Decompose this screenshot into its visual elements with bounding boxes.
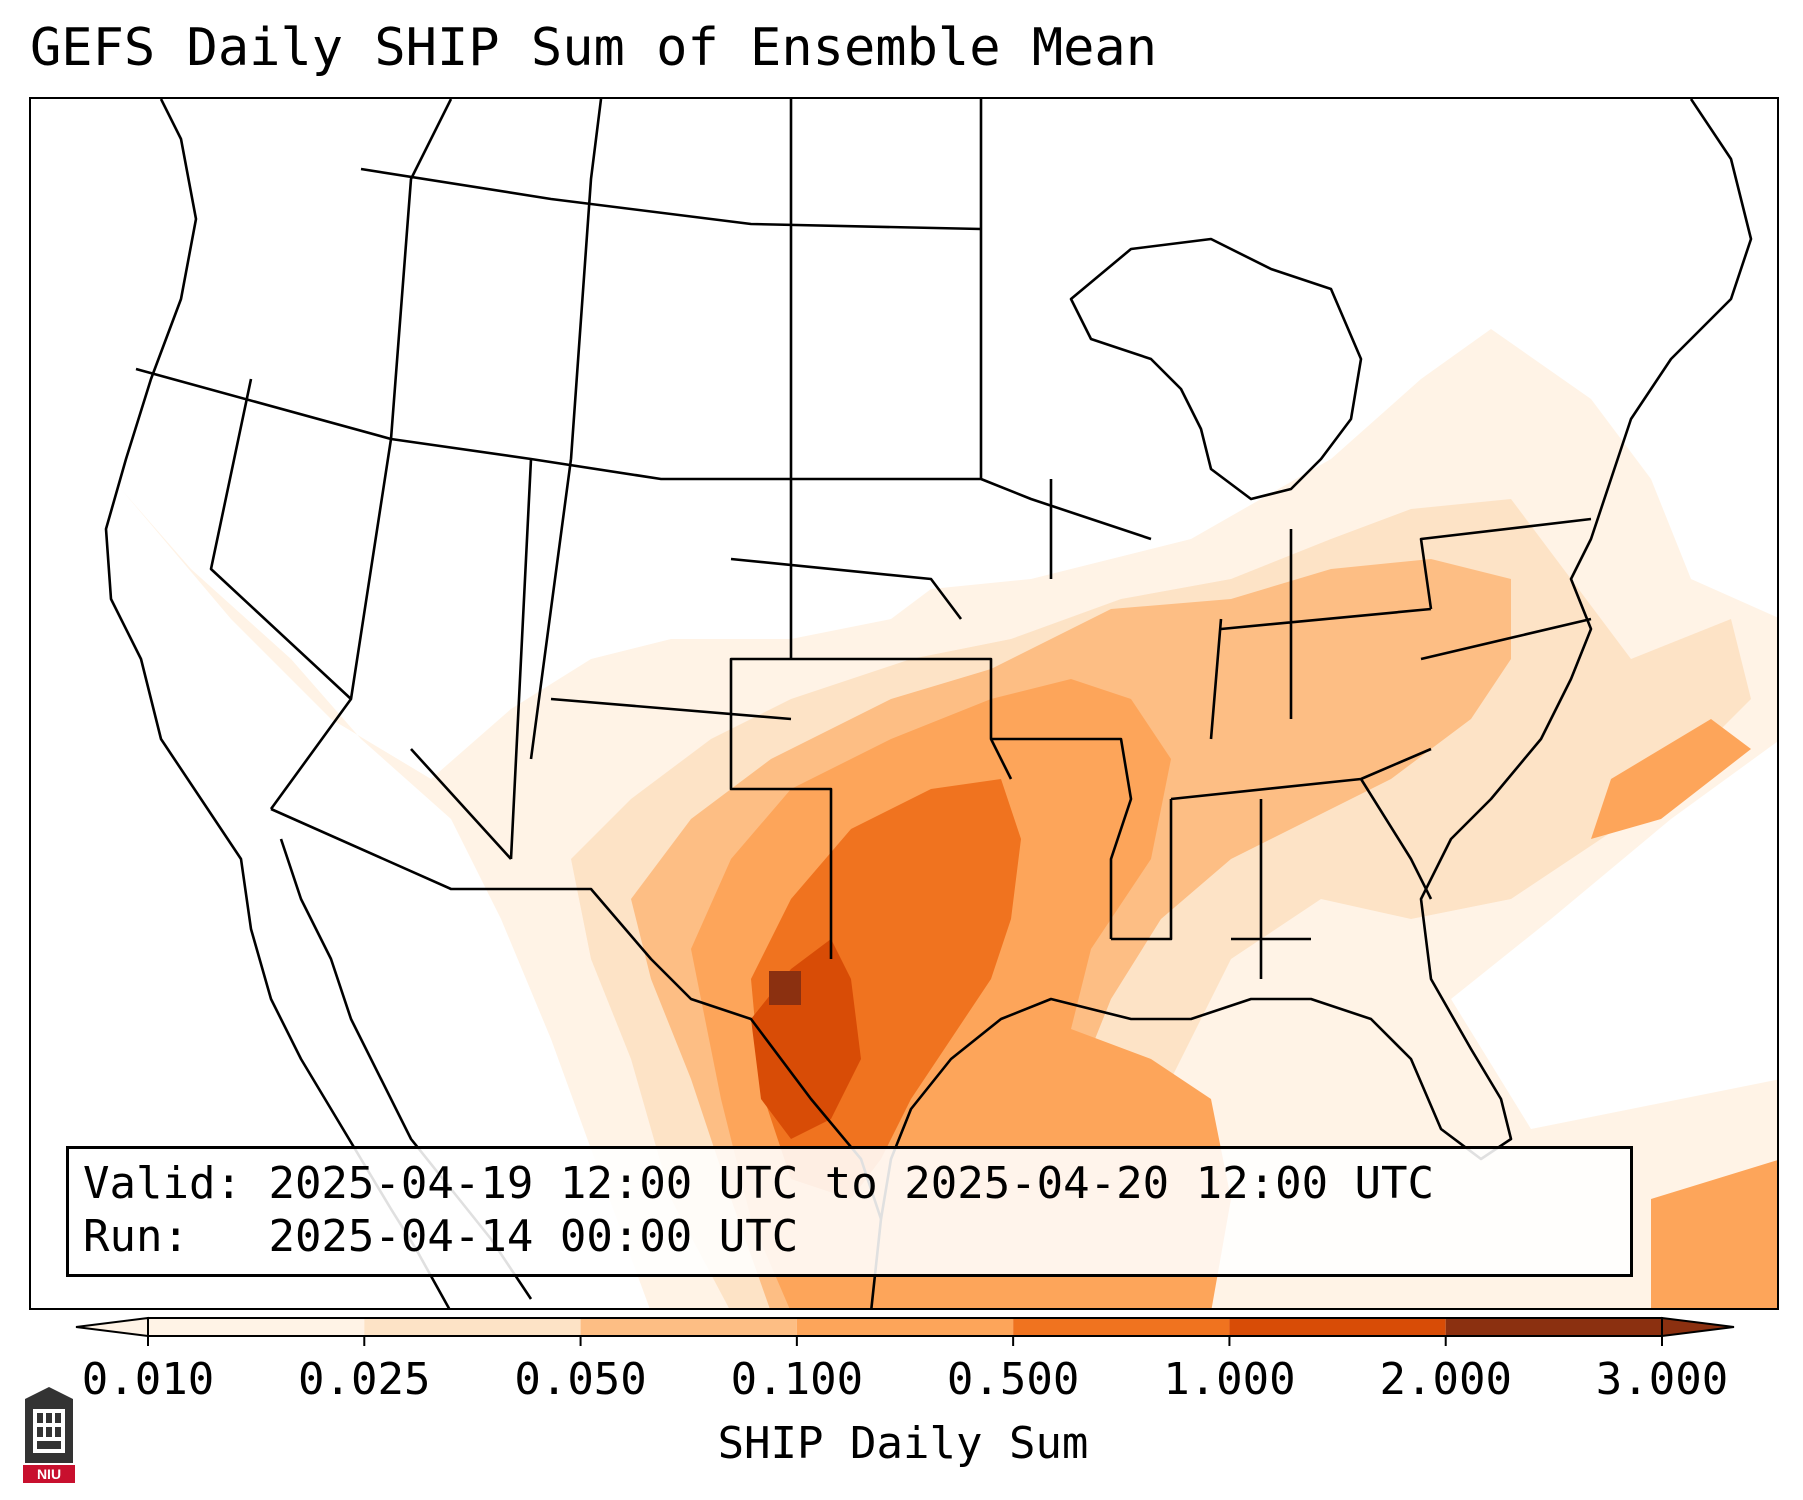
canada-prov-1 [389,99,453,440]
ship-level-0100-caribbean [1651,1160,1777,1308]
colorbar-segment [1445,1318,1662,1336]
us-mexico-border [270,807,883,1220]
run-label: Run: [83,1211,189,1262]
map-canvas [104,99,1777,1308]
colorbar-segment [148,1318,365,1336]
great-lakes [1069,237,1363,501]
east-coast [870,99,1753,1308]
colorbar-tick-label: 3.000 [1595,1354,1729,1405]
colorbar-tick-label: 0.050 [514,1354,647,1405]
colorbar-segment [364,1318,581,1336]
map-panel [29,97,1779,1310]
run-line: Run: 2025-04-14 00:00 UTC [83,1210,1616,1263]
valid-label: Valid: [83,1158,242,1209]
colorbar-tick-label: 1.000 [1163,1354,1296,1405]
colorbar-segment [796,1318,1014,1336]
ship-level-0100-atlantic [1591,719,1751,839]
svg-text:NIU: NIU [37,1466,61,1482]
ship-level-2000 [769,971,801,1005]
map-title: GEFS Daily SHIP Sum of Ensemble Mean [30,18,1158,78]
colorbar-segments [75,1316,1735,1338]
canada-top [360,167,982,231]
colorbar-label: SHIP Daily Sum [717,1418,1089,1469]
colorbar-tick-label: 2.000 [1379,1354,1512,1405]
valid-run-box: Valid: 2025-04-19 12:00 UTC to 2025-04-2… [66,1146,1633,1277]
colorbar-tick-label: 0.100 [730,1354,864,1405]
state-lines [209,378,1592,979]
colorbar-segment [580,1318,797,1336]
canada-prov-2 [569,99,603,460]
colorbar-ticks [147,1336,1663,1346]
us-canada-border [135,367,1152,541]
west-coast [104,99,451,1308]
valid-line: Valid: 2025-04-19 12:00 UTC to 2025-04-2… [83,1157,1616,1210]
niu-logo: NIU [23,1387,75,1483]
run-value: 2025-04-14 00:00 UTC [268,1211,799,1262]
colorbar-tick-label: 0.025 [298,1354,431,1405]
colorbar-tick-label: 0.500 [946,1354,1080,1405]
colorbar-segment [1013,1318,1230,1336]
colorbar-segment [1229,1318,1446,1336]
valid-value: 2025-04-19 12:00 UTC to 2025-04-20 12:00… [268,1158,1435,1209]
colorbar-outline [147,1317,1663,1337]
colorbar-extend-high [1661,1316,1735,1338]
colorbar-tick-label: 0.010 [81,1354,215,1405]
colorbar-extend-low [75,1316,149,1338]
